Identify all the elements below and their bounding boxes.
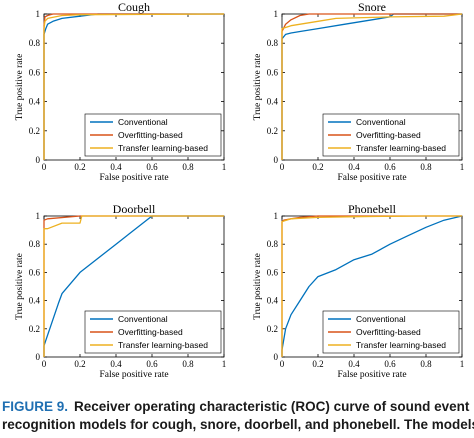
x-tick-label: 0	[42, 359, 47, 369]
y-tick-label: 0.6	[29, 67, 41, 77]
series-line-transfer-learning-based	[281, 215, 462, 357]
legend: Conventional Overfitting-based Transfer le…	[322, 310, 460, 354]
y-tick-label: 0.6	[267, 267, 279, 277]
legend: Conventional Overfitting-based Transfer le…	[84, 310, 222, 354]
x-tick-label: 0.4	[348, 359, 360, 369]
legend-label-conventional: Conventional	[356, 314, 406, 324]
roc-panel-snore: 0 0.2 0.4 0.6 0.8 1 0 0.2 0.4 0.6 0.8 1 Snore False p…	[253, 0, 464, 183]
x-tick-label: 0	[280, 162, 285, 172]
y-axis-label: True positive rate	[15, 253, 25, 320]
x-tick-label: 0.8	[420, 162, 432, 172]
x-tick-label: 1	[460, 162, 465, 172]
y-tick-label: 0.2	[267, 126, 278, 136]
y-tick-label: 0.8	[29, 239, 41, 249]
legend-label-conventional: Conventional	[356, 117, 406, 127]
y-tick-label: 0.8	[267, 38, 279, 48]
y-tick-label: 1	[36, 9, 41, 19]
x-tick-label: 0.2	[312, 162, 323, 172]
roc-figure: 0 0.2 0.4 0.6 0.8 1 0 0.2 0.4 0.6 0.8 1 Cough False p…	[15, 0, 464, 380]
series-line-conventional	[43, 215, 224, 357]
x-tick-label: 1	[222, 162, 227, 172]
legend-label-overfitting-based: Overfitting-based	[356, 327, 421, 337]
legend-label-conventional: Conventional	[118, 314, 168, 324]
y-tick-label: 0.8	[267, 239, 279, 249]
y-tick-label: 1	[274, 211, 279, 221]
legend: Conventional Overfitting-based Transfer le…	[322, 113, 460, 157]
caption-line-2: recognition models for cough, snore, doo…	[2, 417, 474, 432]
caption-line-1: Receiver operating characteristic (ROC) …	[74, 399, 470, 414]
x-tick-label: 0.2	[312, 359, 323, 369]
roc-panel-phonebell: 0 0.2 0.4 0.6 0.8 1 0 0.2 0.4 0.6 0.8 1 Phonebell Fal…	[253, 202, 464, 380]
legend: Conventional Overfitting-based Transfer le…	[84, 113, 222, 157]
x-tick-label: 0	[280, 359, 285, 369]
x-tick-label: 0.8	[182, 162, 194, 172]
x-tick-label: 0	[42, 162, 47, 172]
x-tick-label: 0.4	[110, 359, 122, 369]
x-tick-label: 0.2	[74, 359, 85, 369]
x-tick-label: 0.2	[74, 162, 85, 172]
x-axis-label: False positive rate	[337, 173, 406, 183]
y-tick-label: 1	[36, 211, 41, 221]
panel-title: Cough	[118, 0, 150, 14]
x-tick-label: 1	[460, 359, 465, 369]
x-tick-label: 0.6	[384, 359, 396, 369]
series-line-transfer-learning-based	[43, 13, 225, 160]
y-tick-label: 0.6	[29, 267, 41, 277]
roc-panel-doorbell: 0 0.2 0.4 0.6 0.8 1 0 0.2 0.4 0.6 0.8 1 Doorbell Fals…	[15, 202, 226, 380]
y-tick-label: 0.2	[29, 324, 40, 334]
panel-title: Phonebell	[348, 202, 397, 216]
series-line-conventional	[281, 13, 462, 160]
y-tick-label: 0.2	[29, 126, 40, 136]
x-tick-label: 0.8	[420, 359, 432, 369]
y-tick-label: 0.4	[29, 296, 41, 306]
x-tick-label: 0.6	[146, 162, 158, 172]
legend-label-transfer-learning-based: Transfer learning-based	[356, 143, 446, 153]
series-line-transfer-learning-based	[43, 215, 224, 357]
x-tick-label: 1	[222, 359, 227, 369]
x-tick-label: 0.8	[182, 359, 194, 369]
panel-title: Snore	[358, 0, 386, 14]
y-tick-label: 0.2	[267, 324, 278, 334]
y-tick-label: 0.4	[29, 97, 41, 107]
legend-label-overfitting-based: Overfitting-based	[356, 130, 421, 140]
roc-panel-cough: 0 0.2 0.4 0.6 0.8 1 0 0.2 0.4 0.6 0.8 1 Cough False p…	[15, 0, 226, 183]
y-tick-label: 0.4	[267, 296, 279, 306]
x-tick-label: 0.4	[348, 162, 360, 172]
legend-label-transfer-learning-based: Transfer learning-based	[118, 143, 208, 153]
legend-label-overfitting-based: Overfitting-based	[118, 130, 183, 140]
x-axis-label: False positive rate	[337, 370, 406, 380]
y-tick-label: 0	[36, 352, 41, 362]
panel-title: Doorbell	[113, 202, 156, 216]
legend-label-overfitting-based: Overfitting-based	[118, 327, 183, 337]
x-axis-label: False positive rate	[99, 370, 168, 380]
caption-label: FIGURE 9.	[2, 399, 69, 414]
legend-label-transfer-learning-based: Transfer learning-based	[118, 340, 208, 350]
y-axis-label: True positive rate	[253, 54, 263, 121]
x-tick-label: 0.6	[384, 162, 396, 172]
y-axis-label: True positive rate	[253, 253, 263, 320]
x-axis-label: False positive rate	[99, 173, 168, 183]
x-tick-label: 0.4	[110, 162, 122, 172]
y-tick-label: 1	[274, 9, 279, 19]
y-tick-label: 0.6	[267, 67, 279, 77]
series-line-conventional	[281, 215, 463, 357]
y-tick-label: 0	[36, 155, 41, 165]
y-tick-label: 0	[274, 352, 279, 362]
legend-label-transfer-learning-based: Transfer learning-based	[356, 340, 446, 350]
x-tick-label: 0.6	[146, 359, 158, 369]
y-tick-label: 0.4	[267, 97, 279, 107]
figure-caption: FIGURE 9. Receiver operating characterist…	[2, 398, 474, 434]
series-line-transfer-learning-based	[281, 13, 463, 160]
y-tick-label: 0.8	[29, 38, 41, 48]
legend-label-conventional: Conventional	[118, 117, 168, 127]
y-tick-label: 0	[274, 155, 279, 165]
y-axis-label: True positive rate	[15, 54, 25, 121]
